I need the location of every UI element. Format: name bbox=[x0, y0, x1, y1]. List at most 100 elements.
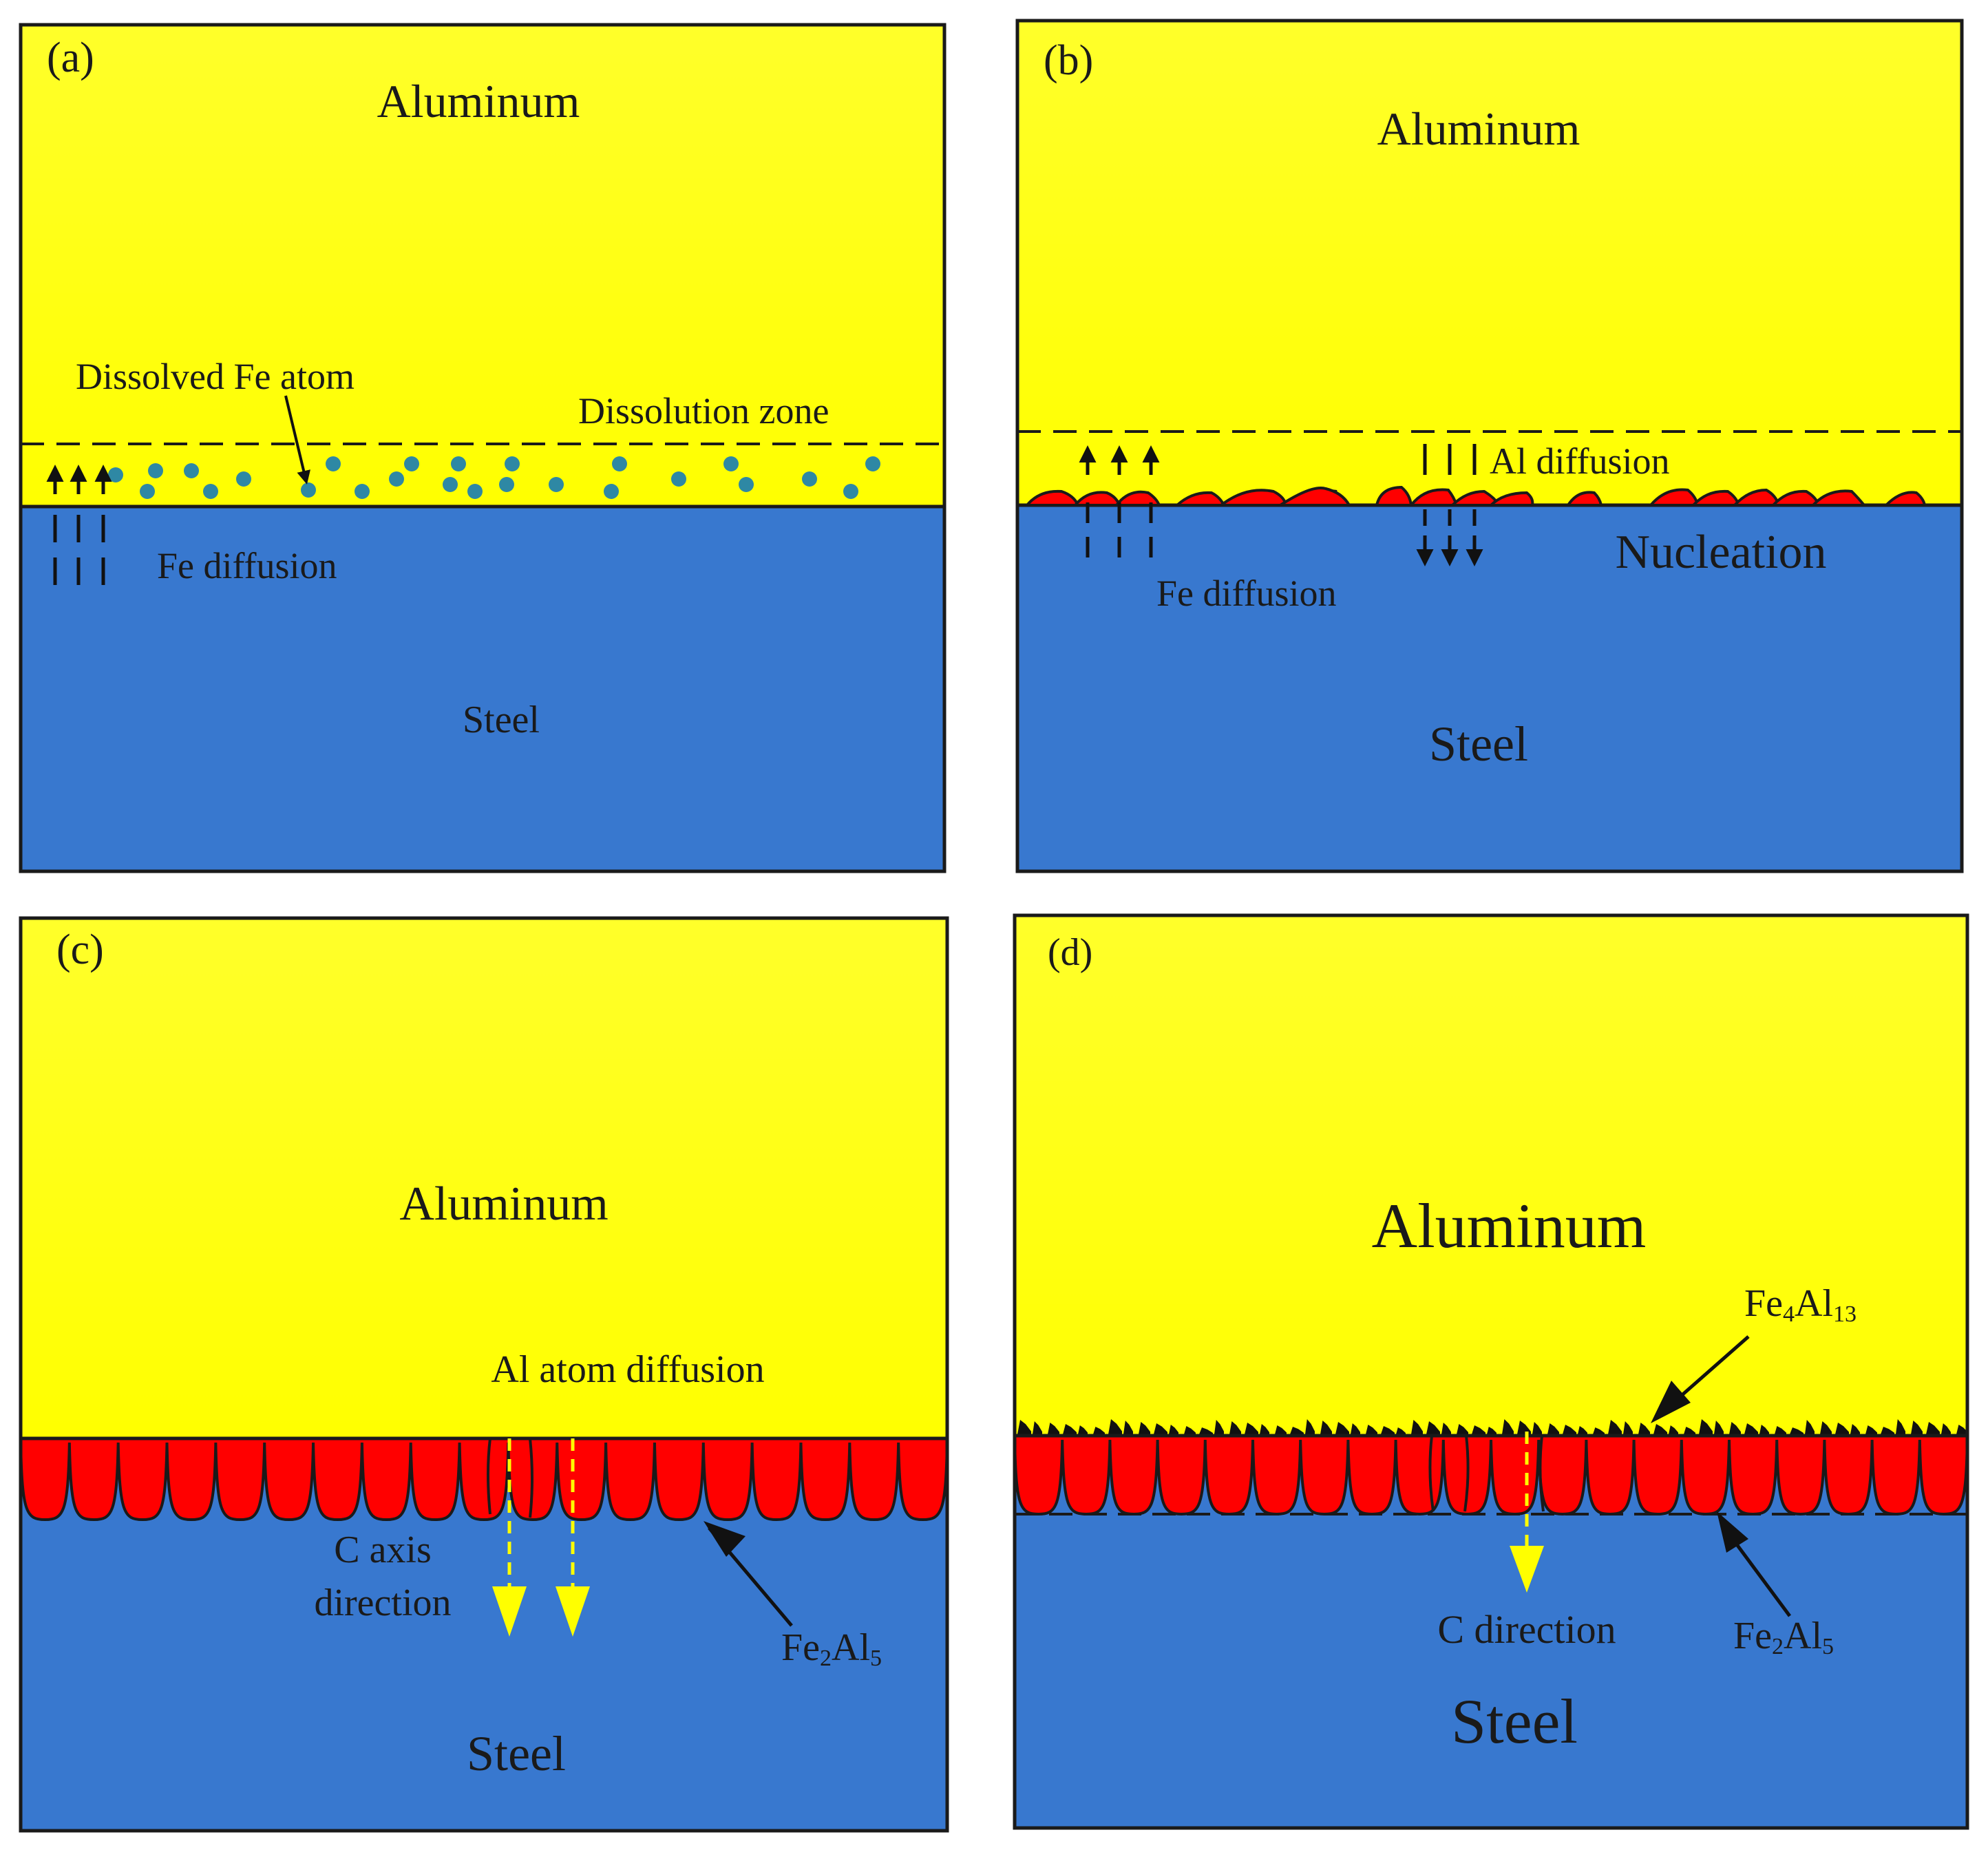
panel-border bbox=[19, 916, 949, 1833]
fe4al13-particle bbox=[1714, 1421, 1724, 1434]
fe-atom bbox=[451, 456, 466, 471]
fe4al13-particle bbox=[1547, 1423, 1559, 1434]
nucleation-label: Nucleation bbox=[1615, 526, 1826, 579]
fe4al13-pointer-head bbox=[1651, 1381, 1691, 1423]
c-direction-label: C direction bbox=[1437, 1607, 1616, 1652]
fe-diffusion-arrows bbox=[1079, 445, 1160, 571]
fe-atom bbox=[148, 463, 163, 478]
fe-atom-group bbox=[108, 456, 880, 499]
fe2al5-pointer-head bbox=[704, 1521, 746, 1557]
steel-label: Steel bbox=[463, 699, 540, 741]
panel-tag: (d) bbox=[1048, 931, 1092, 974]
al-atom-diffusion-label: Al atom diffusion bbox=[491, 1348, 764, 1391]
steel-label: Steel bbox=[1451, 1686, 1578, 1756]
fe4al13-particle bbox=[1623, 1421, 1633, 1434]
fe4al13-particle bbox=[1820, 1421, 1832, 1434]
fe4al13-particle bbox=[1865, 1425, 1877, 1434]
fe4al13-particle bbox=[1245, 1423, 1258, 1434]
fe4al13-particle bbox=[1669, 1425, 1678, 1434]
fe4al13-particle bbox=[1775, 1426, 1786, 1434]
fe4al13-particle bbox=[1017, 1420, 1031, 1434]
fe4al13-particle bbox=[1684, 1427, 1695, 1434]
fe4al13-particle bbox=[1048, 1423, 1059, 1434]
aluminum-label: Aluminum bbox=[1377, 103, 1580, 155]
panel-d: (d) Aluminum Fe4Al13 C direction Fe2Al5 … bbox=[1013, 913, 1969, 1830]
fe4al13-particle bbox=[1896, 1419, 1905, 1434]
fe-atom bbox=[612, 456, 627, 471]
aluminum-region bbox=[1017, 21, 1962, 505]
fe4al13-particle bbox=[1305, 1419, 1315, 1434]
c-axis-direction-label: direction bbox=[314, 1582, 451, 1624]
panel-tag: (a) bbox=[47, 34, 94, 81]
fe4al13-particle bbox=[1941, 1423, 1951, 1434]
dissolved-fe-atom-label: Dissolved Fe atom bbox=[76, 356, 355, 397]
fe-atom bbox=[301, 482, 316, 498]
fe4al13-particle bbox=[1123, 1421, 1133, 1434]
fe4al13-particle bbox=[1063, 1424, 1077, 1434]
fe4al13-particle bbox=[1229, 1421, 1241, 1434]
fe-atom bbox=[549, 477, 564, 492]
fe4al13-pointer bbox=[1678, 1335, 1750, 1399]
fe-atom bbox=[108, 467, 123, 482]
fe4al13-particle bbox=[1381, 1426, 1395, 1434]
fe4al13-particle bbox=[1426, 1421, 1440, 1434]
fe-atom bbox=[404, 456, 419, 471]
fe-atom bbox=[140, 484, 155, 499]
fe4al13-particle bbox=[1472, 1425, 1485, 1434]
fe4al13-particle bbox=[1093, 1427, 1105, 1434]
fe4al13-particle bbox=[1517, 1421, 1531, 1434]
fe4al13-particle bbox=[1033, 1421, 1042, 1434]
dissolution-zone-label: Dissolution zone bbox=[578, 390, 829, 432]
fe-atom bbox=[326, 456, 341, 471]
fe-atom bbox=[236, 471, 251, 487]
al-diffusion-label: Al diffusion bbox=[1490, 440, 1670, 482]
aluminum-label: Aluminum bbox=[377, 75, 580, 127]
fe-atom bbox=[723, 456, 739, 471]
fe4al13-particle bbox=[1396, 1427, 1406, 1434]
aluminum-region bbox=[21, 25, 944, 507]
fe4al13-particle bbox=[1108, 1419, 1122, 1434]
fe-atom bbox=[505, 456, 520, 471]
fe4al13-particle bbox=[1911, 1421, 1923, 1434]
fe2al5-layer bbox=[19, 1437, 949, 1522]
fe4al13-particle bbox=[1744, 1423, 1758, 1434]
steel-label: Steel bbox=[467, 1726, 566, 1781]
dissolved-atom-pointer bbox=[284, 395, 310, 485]
fe4al13-particle bbox=[1275, 1425, 1287, 1434]
fe4al13-particle bbox=[1956, 1425, 1968, 1434]
fe2al5-label: Fe2Al5 bbox=[1733, 1615, 1834, 1659]
fe4al13-particle bbox=[1502, 1419, 1514, 1434]
fe4al13-particle bbox=[1835, 1423, 1849, 1434]
fe4al13-particle bbox=[1805, 1420, 1815, 1434]
fe4al13-particle bbox=[1320, 1421, 1332, 1434]
aluminum-region bbox=[21, 918, 947, 1438]
fe-atom bbox=[184, 463, 199, 478]
fe-diffusion-label: Fe diffusion bbox=[1156, 573, 1337, 614]
al-diffusion-arrows bbox=[1416, 444, 1483, 566]
fe2al5-pointer-head bbox=[1717, 1511, 1748, 1553]
steel-region bbox=[1017, 505, 1962, 871]
fe4al13-particle bbox=[1199, 1427, 1213, 1434]
c-axis-label: C axis bbox=[334, 1529, 432, 1571]
fe-atom bbox=[203, 484, 218, 499]
aluminum-region bbox=[1015, 915, 1967, 1436]
fe4al13-particle bbox=[1487, 1427, 1497, 1434]
fe-diffusion-label: Fe diffusion bbox=[157, 545, 337, 586]
grain-boundaries bbox=[487, 1438, 533, 1518]
fe4al13-particle bbox=[1638, 1423, 1650, 1434]
fe4al13-particle bbox=[1759, 1425, 1769, 1434]
fe4al13-particle bbox=[1335, 1422, 1349, 1434]
fe4al13-particle bbox=[1260, 1424, 1269, 1434]
panel-tag: (c) bbox=[56, 926, 104, 973]
fe4al13-particle bbox=[1078, 1425, 1088, 1434]
fe4al13-particle bbox=[1441, 1423, 1451, 1434]
fe4al13-particle bbox=[1214, 1420, 1224, 1434]
panel-border bbox=[1015, 19, 1964, 873]
fe4al13-particle bbox=[1169, 1425, 1178, 1434]
fe4al13-particle bbox=[1563, 1425, 1576, 1434]
fe-atom bbox=[671, 471, 686, 487]
fe-atom bbox=[739, 477, 754, 492]
fe-atom bbox=[355, 484, 370, 499]
fe-atom bbox=[499, 477, 514, 492]
